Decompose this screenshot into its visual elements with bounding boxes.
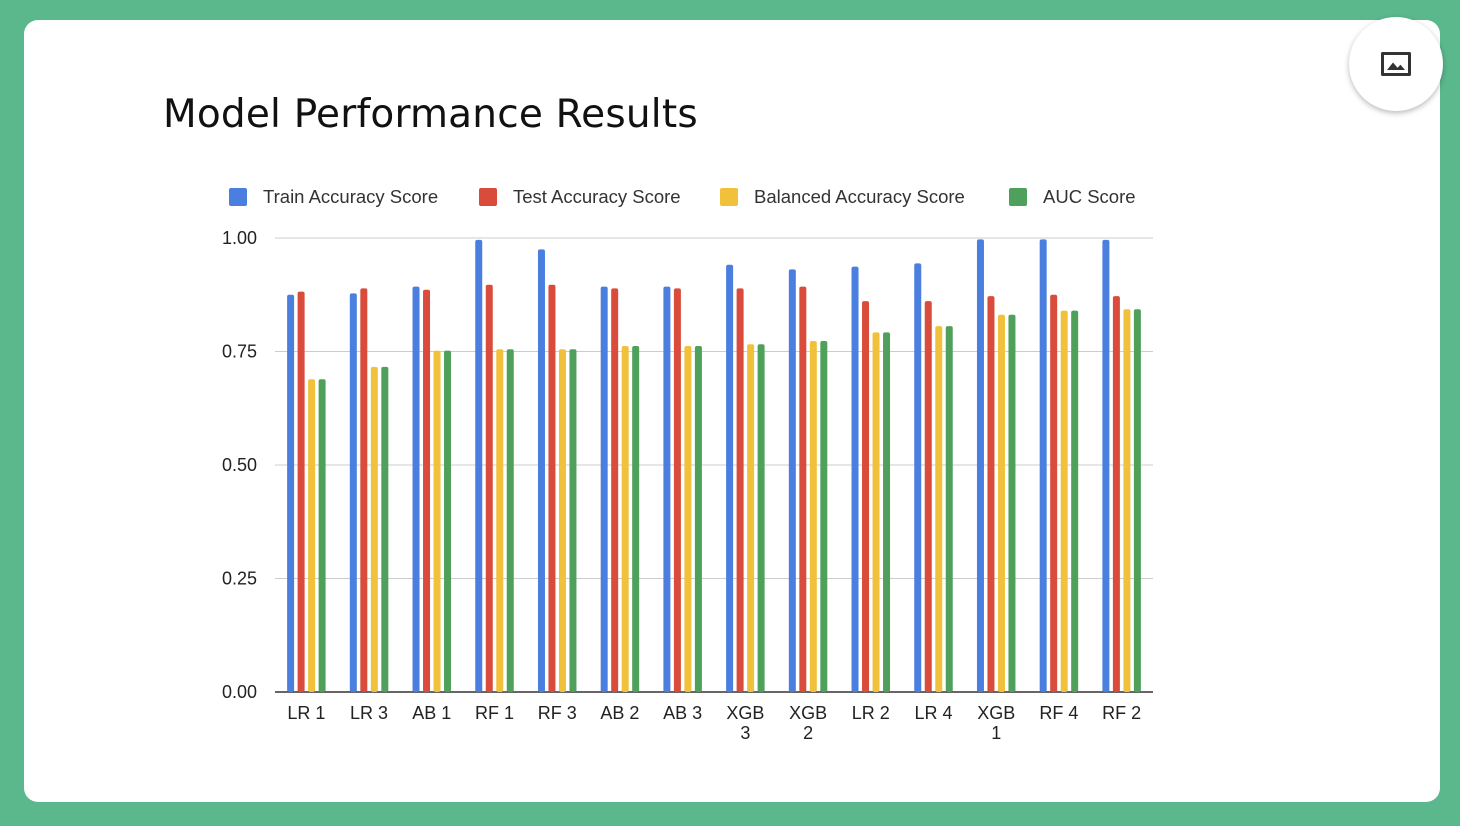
- legend-label: AUC Score: [1043, 186, 1136, 207]
- bar: [297, 291, 305, 692]
- bar: [496, 349, 504, 692]
- bar: [1133, 309, 1141, 692]
- bar: [757, 344, 765, 692]
- bar: [558, 349, 566, 692]
- legend-swatch: [720, 188, 738, 206]
- x-tick-label: AB 1: [412, 703, 451, 723]
- bar: [548, 284, 556, 692]
- chart-title: Model Performance Results: [163, 92, 698, 137]
- bar: [799, 286, 807, 692]
- legend-swatch: [1009, 188, 1027, 206]
- y-tick-label: 0.50: [222, 455, 257, 475]
- image-button[interactable]: [1349, 17, 1443, 111]
- bar: [997, 314, 1005, 692]
- bar: [684, 346, 692, 692]
- bar: [600, 286, 608, 692]
- bar: [349, 293, 357, 692]
- bar: [914, 263, 922, 692]
- bar: [663, 286, 671, 692]
- bar: [444, 350, 452, 692]
- legend-label: Balanced Accuracy Score: [754, 186, 965, 207]
- bar: [809, 341, 817, 692]
- bar: [1060, 310, 1068, 692]
- x-tick-label: XGB 3: [726, 703, 764, 743]
- bar: [736, 288, 744, 692]
- bar: [1050, 294, 1058, 692]
- bar: [318, 379, 326, 692]
- bar: [1071, 310, 1079, 692]
- x-tick-label: RF 1: [475, 703, 514, 723]
- bar: [872, 332, 880, 692]
- bar: [1112, 296, 1120, 692]
- bar: [976, 239, 984, 692]
- bar: [621, 346, 629, 692]
- x-tick-label: RF 2: [1102, 703, 1141, 723]
- bar: [485, 284, 493, 692]
- bar: [506, 349, 514, 692]
- bar: [537, 249, 545, 692]
- bar: [412, 286, 420, 692]
- bar: [1123, 309, 1131, 692]
- y-tick-label: 0.00: [222, 682, 257, 702]
- bar: [433, 350, 441, 692]
- bar: [883, 332, 891, 692]
- bar: [935, 326, 943, 692]
- bar: [1102, 239, 1110, 693]
- y-tick-label: 0.75: [222, 342, 257, 362]
- bar: [788, 269, 796, 692]
- legend-swatch: [229, 188, 247, 206]
- bar: [308, 379, 316, 692]
- x-tick-label: XGB 2: [789, 703, 827, 743]
- bar: [1039, 239, 1047, 692]
- x-tick-label: LR 4: [914, 703, 952, 723]
- bar: [694, 346, 702, 692]
- y-tick-label: 0.25: [222, 569, 257, 589]
- bar: [862, 301, 870, 692]
- bar: [747, 344, 755, 692]
- x-tick-label: RF 4: [1039, 703, 1078, 723]
- legend-label: Test Accuracy Score: [513, 186, 681, 207]
- x-tick-label: RF 3: [538, 703, 577, 723]
- bar: [851, 266, 859, 692]
- image-icon: [1381, 52, 1411, 76]
- y-tick-label: 1.00: [222, 228, 257, 248]
- legend-swatch: [479, 188, 497, 206]
- legend-label: Train Accuracy Score: [263, 186, 438, 207]
- bar: [611, 288, 619, 692]
- bar: [423, 289, 431, 692]
- x-tick-label: LR 3: [350, 703, 388, 723]
- bar: [987, 296, 995, 692]
- x-tick-label: LR 1: [287, 703, 325, 723]
- x-tick-label: AB 3: [663, 703, 702, 723]
- bar: [673, 288, 681, 692]
- x-tick-label: AB 2: [600, 703, 639, 723]
- bar: [1008, 314, 1016, 692]
- bar: [360, 288, 368, 692]
- bar: [924, 301, 932, 692]
- x-tick-label: XGB 1: [977, 703, 1015, 743]
- bar: [569, 349, 577, 692]
- x-tick-label: LR 2: [852, 703, 890, 723]
- bar: [632, 346, 640, 692]
- bar: [381, 366, 389, 692]
- bar: [945, 326, 953, 692]
- bar: [287, 294, 295, 692]
- bar: [820, 341, 828, 692]
- bar: [726, 264, 734, 692]
- bar: [370, 366, 378, 692]
- bar: [475, 239, 483, 693]
